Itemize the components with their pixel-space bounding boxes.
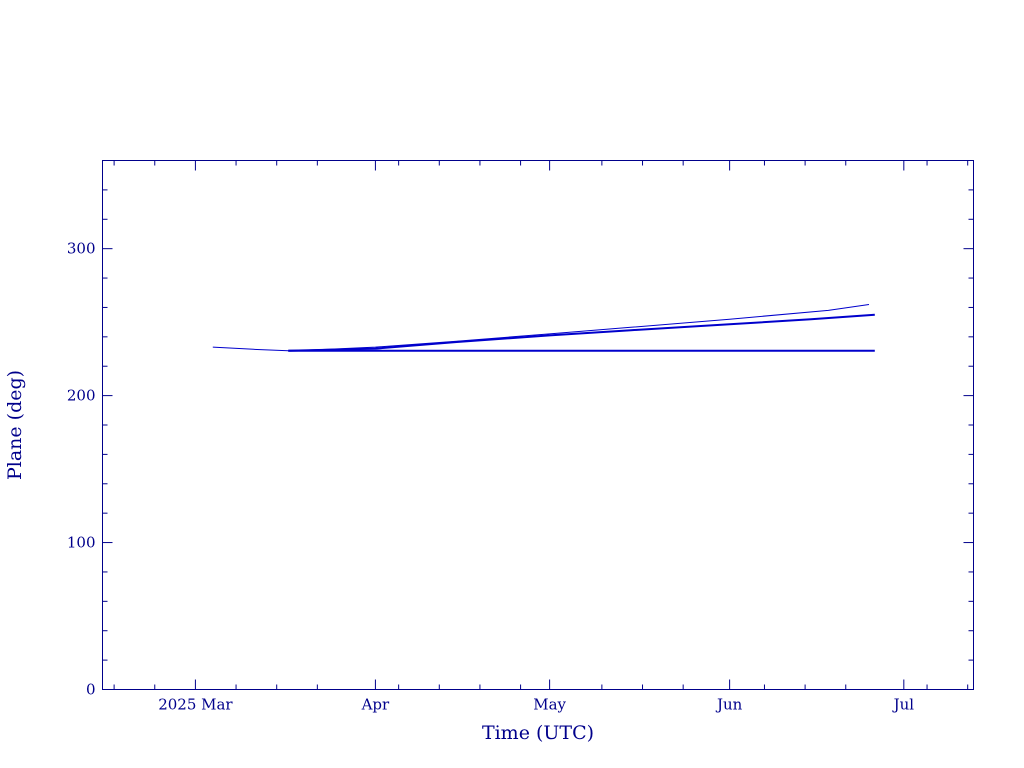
series-group: [212, 304, 875, 352]
x-tick-label: Jul: [892, 696, 915, 714]
plot-frame: [102, 160, 974, 690]
y-tick-label: 300: [67, 240, 96, 258]
x-axis-label: Time (UTC): [482, 722, 594, 744]
x-tick-label: Jun: [715, 696, 743, 714]
series-line-2: [288, 313, 875, 352]
y-tick-label: 200: [67, 387, 96, 405]
x-tick-label: 2025 Mar: [158, 696, 233, 714]
y-tick-label: 100: [67, 534, 96, 552]
x-tick-label: Apr: [361, 696, 390, 714]
x-tick-label: May: [533, 696, 566, 714]
series-line-1: [212, 304, 870, 352]
y-tick-label: 0: [86, 681, 96, 699]
tick-labels: 0 100 200 300 2025 Mar Apr May Jun Jul: [67, 240, 914, 714]
y-axis-label: Plane (deg): [4, 370, 26, 480]
axis-ticks: [102, 160, 974, 690]
